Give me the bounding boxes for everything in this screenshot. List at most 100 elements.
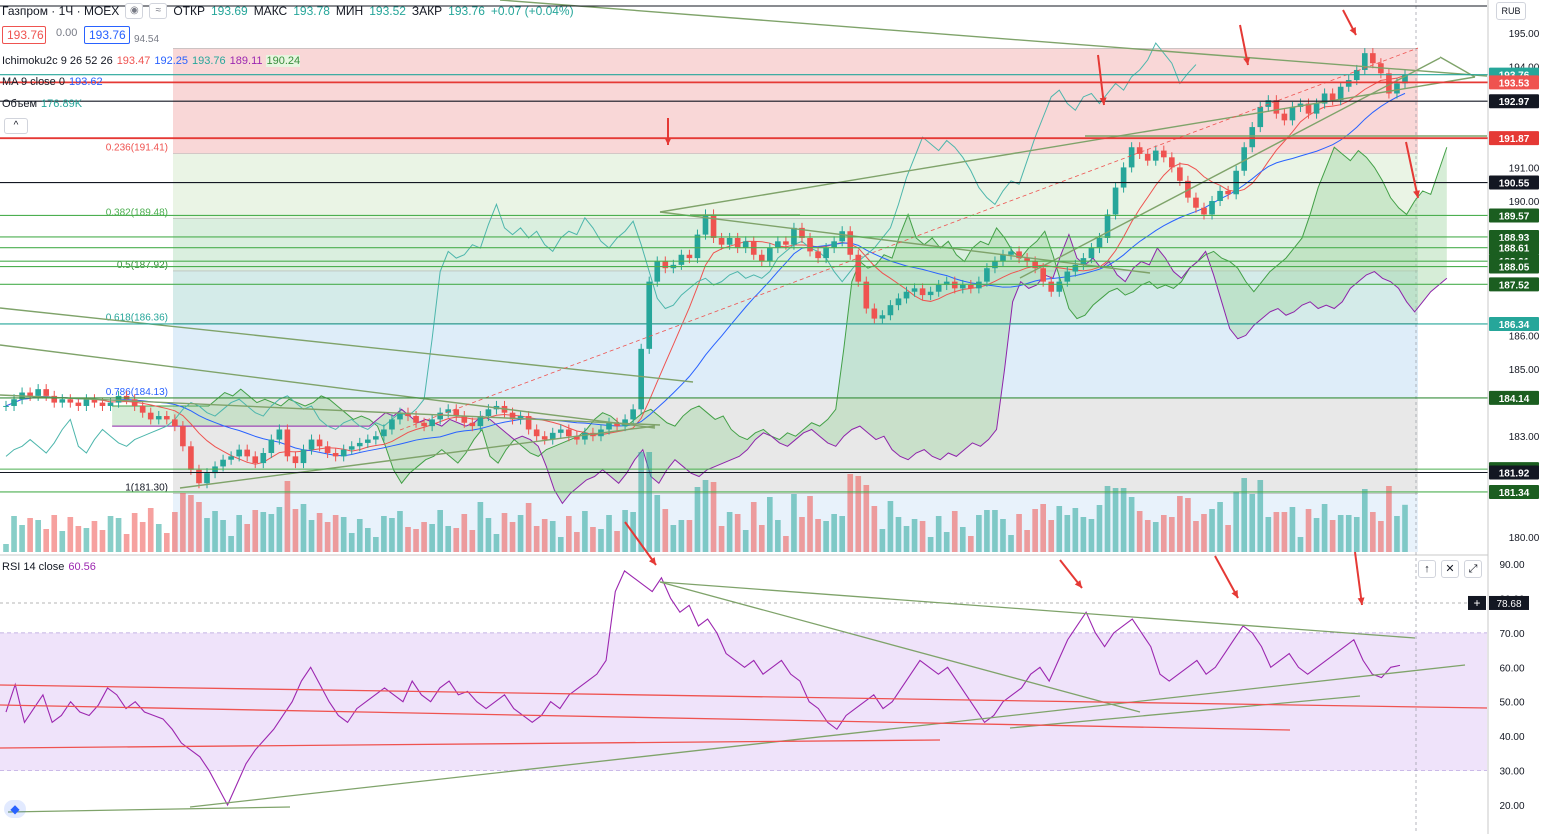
price-level-badge: [1489, 390, 1539, 405]
candle-body: [919, 288, 926, 296]
wave-icon[interactable]: ≈: [149, 3, 168, 19]
candle-body: [155, 416, 162, 420]
rsi-trend-line: [7, 806, 291, 813]
volume-bar: [614, 531, 620, 552]
candle-body: [767, 248, 773, 262]
candle-body: [614, 422, 620, 427]
close-label: ЗАКР: [411, 4, 443, 18]
volume-bar: [742, 530, 749, 552]
candle-body: [1337, 86, 1344, 101]
candle-body: [1217, 190, 1223, 201]
volume-bar: [557, 537, 564, 552]
rsi-tick-label: 90.00: [1499, 560, 1524, 571]
currency-label[interactable]: RUB: [1496, 2, 1526, 20]
buy-price-box[interactable]: 193.76: [84, 26, 130, 44]
volume-bar: [421, 522, 427, 552]
move-pane-up-button[interactable]: ↑: [1418, 560, 1436, 578]
volume-bar: [469, 530, 476, 552]
candle-body: [815, 251, 821, 259]
candle-body: [1040, 268, 1047, 282]
candle-body: [332, 453, 339, 457]
candle-body: [1024, 258, 1030, 262]
volume-bar: [1378, 521, 1384, 552]
volume-bar: [566, 516, 572, 552]
volume-bar: [75, 526, 82, 552]
candle-body: [107, 402, 114, 406]
rsi-legend[interactable]: RSI 14 close 60.56: [2, 559, 96, 574]
volume-legend[interactable]: Объем 176.89K: [2, 96, 82, 111]
candle-body: [485, 409, 492, 417]
candle-body: [726, 237, 733, 245]
eye-icon[interactable]: ◉: [125, 3, 144, 19]
add-level-button: [1468, 595, 1486, 610]
volume-bar: [734, 514, 741, 552]
volume-bar: [477, 502, 484, 552]
price-level-label: 181.92: [1499, 468, 1530, 479]
ichimoku-legend[interactable]: Ichimoku2c 9 26 52 26 193.47 192.25 193.…: [2, 53, 301, 68]
volume-bar: [139, 522, 146, 552]
volume-bar: [984, 510, 990, 552]
rsi-name: RSI 14 close: [2, 560, 65, 573]
price-level-badge: [1489, 94, 1539, 109]
volume-bar: [710, 482, 717, 552]
fib-label: 1(181.30): [125, 482, 168, 493]
ma-legend[interactable]: MA 9 close 0 193.62: [2, 74, 103, 89]
volume-bar: [1120, 488, 1127, 552]
volume-bar: [1096, 505, 1103, 552]
ichimoku-value-4: 189.11: [229, 54, 263, 67]
rsi-tick-label: 40.00: [1499, 732, 1524, 743]
volume-bar: [453, 528, 460, 552]
volume-bar: [19, 525, 25, 552]
volume-bar: [1273, 512, 1280, 552]
volume-bar: [123, 534, 130, 552]
maximize-pane-button[interactable]: ⤢: [1464, 560, 1482, 578]
candle-body: [453, 409, 460, 417]
volume-bar: [1056, 506, 1063, 552]
price-level-badge: [1489, 259, 1539, 274]
close-value: 193.76: [448, 4, 485, 18]
volume-bar: [750, 502, 757, 552]
price-tick-label: 185.00: [1509, 365, 1540, 376]
candle-body: [557, 429, 564, 433]
candle-body: [99, 402, 106, 406]
candle-body: [549, 432, 556, 440]
candle-body: [903, 291, 910, 299]
volume-bar: [1361, 489, 1368, 552]
volume-bar: [654, 495, 661, 552]
volume-bar: [622, 510, 628, 552]
volume-bar: [638, 452, 644, 552]
candle-body: [525, 416, 532, 430]
red-arrow: [624, 521, 657, 566]
trend-line: [0, 307, 694, 383]
volume-bar: [27, 518, 33, 552]
volume-bar: [1016, 514, 1022, 552]
volume-bar: [839, 516, 845, 552]
candle-body: [911, 288, 918, 292]
candle-body: [1209, 201, 1215, 215]
tradingview-logo-icon[interactable]: ◆: [4, 800, 26, 818]
volume-bar: [911, 519, 918, 552]
volume-bar: [863, 485, 870, 552]
price-level-label: 189.57: [1499, 211, 1530, 222]
volume-bar: [1249, 494, 1256, 552]
volume-bar: [686, 520, 693, 552]
candle-body: [638, 348, 644, 410]
collapse-legend-button[interactable]: ^: [4, 118, 28, 134]
candle-body: [1249, 127, 1256, 148]
candle-body: [292, 456, 299, 464]
chikou-span: [5, 42, 1197, 457]
candle-body: [1000, 254, 1006, 262]
sell-price-box[interactable]: 193.76: [2, 26, 46, 44]
symbol-title[interactable]: Газпром · 1Ч · MOEX: [2, 4, 120, 18]
volume-bar: [67, 517, 74, 552]
trend-line: [1019, 57, 1441, 279]
volume-bar: [316, 513, 323, 552]
volume-bar: [943, 532, 950, 552]
candle-body: [131, 399, 138, 406]
candle-body: [220, 459, 226, 467]
candle-body: [1032, 261, 1038, 269]
close-pane-button[interactable]: ✕: [1441, 560, 1459, 578]
volume-bar: [574, 532, 580, 552]
candle-body: [943, 281, 950, 285]
